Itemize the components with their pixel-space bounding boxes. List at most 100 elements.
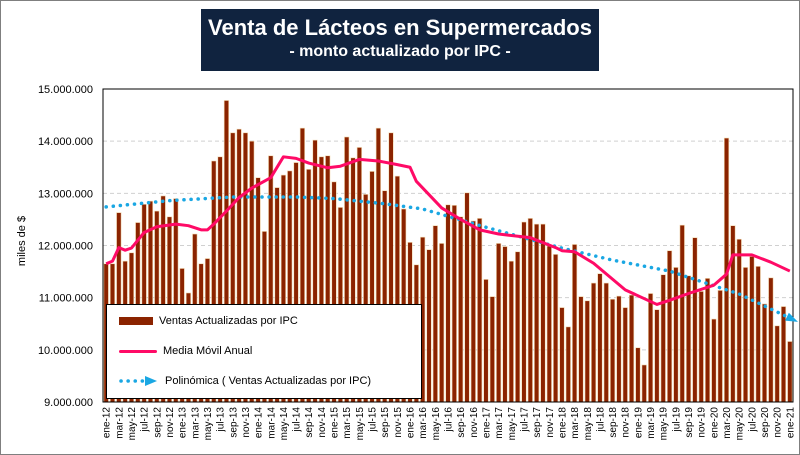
bar [597,273,603,403]
x-tick-label: nov-14 [317,407,328,438]
x-tick-label: mar-18 [570,407,581,439]
bar [616,295,622,403]
legend-label: Ventas Actualizadas por IPC [159,315,298,327]
bar [755,266,761,403]
bar [572,244,578,403]
bar [647,293,654,403]
bar [534,223,540,403]
bar [628,294,635,403]
bar [666,250,673,403]
x-tick-label: may-12 [127,407,138,441]
x-tick-label: jul-16 [444,407,455,433]
bar [445,204,451,403]
dotted-arrow-swatch-icon [119,376,157,386]
x-tick-label: mar-15 [342,407,353,439]
x-tick-label: nov-15 [393,407,404,438]
title-banner: Venta de Lácteos en Supermercados - mont… [201,9,599,71]
legend-label: Media Móvil Anual [163,345,253,357]
trend-polynomial-line [104,195,792,320]
y-tick-label: 9.000.000 [44,397,93,409]
x-tick-label: jul-15 [368,407,379,433]
bar [546,245,552,403]
bar [635,347,641,403]
x-tick-label: mar-20 [722,407,733,439]
x-axis-ticks: ene-12 mar-12 may-12 jul-12 sep-12 nov-12 ene-… [102,407,797,441]
bar [578,296,584,403]
bar [591,282,597,403]
bar [610,298,616,403]
x-tick-label: nov-13 [241,407,252,438]
x-tick-label: ene-12 [102,407,113,439]
x-tick-label: may-14 [279,407,290,441]
line-swatch-icon [119,349,157,353]
x-tick-label: may-20 [735,407,746,441]
x-tick-label: mar-14 [266,407,277,439]
bar [477,218,483,403]
bar [704,278,711,403]
bar [559,307,565,403]
plot-area-border [102,88,794,403]
bar [451,205,457,403]
bar [730,225,736,403]
bar [508,260,514,403]
bar [660,274,666,403]
bar [698,291,704,403]
x-tick-label: ene-14 [254,407,265,439]
x-tick-label: sep-14 [304,407,315,438]
x-tick-label: nov-20 [773,407,784,438]
x-tick-label: mar-12 [114,407,125,439]
y-axis-label: miles de $ [16,216,28,266]
x-tick-label: nov-17 [545,407,556,438]
x-tick-label: may-17 [507,407,518,441]
x-tick-label: ene-16 [406,407,417,439]
x-tick-label: jul-18 [595,407,606,433]
x-tick-label: jul-20 [747,407,758,433]
bar [641,364,647,403]
bar [565,326,571,403]
bar [439,243,445,403]
bar-swatch-icon [119,317,153,325]
x-tick-label: ene-17 [481,407,492,439]
x-tick-label: nov-19 [697,407,708,438]
bar [774,325,780,403]
x-tick-label: jul-13 [216,407,227,433]
y-tick-label: 15.000.000 [38,84,93,96]
bar [458,216,464,403]
bar [679,224,685,403]
bar [502,246,508,403]
bar [527,218,533,403]
x-tick-label: mar-16 [418,407,429,439]
chart-subtitle: - monto actualizado por IPC - [289,43,511,60]
x-tick-label: sep-13 [228,407,239,438]
x-tick-label: sep-20 [760,407,771,438]
x-tick-label: sep-18 [608,407,619,438]
x-tick-label: nov-12 [165,407,176,438]
y-tick-label: 11.000.000 [39,293,93,305]
trend-arrow-icon [785,312,798,322]
bar [584,300,590,403]
moving-average-line [105,155,791,306]
x-tick-label: may-18 [583,407,594,441]
x-tick-label: jul-17 [519,407,530,433]
bar [761,303,768,403]
bar [489,296,495,403]
y-axis-ticks: 15.000.000 14.000.000 13.000.000 12.000.000… [38,84,93,409]
bar [622,307,628,403]
x-tick-label: sep-16 [456,407,467,438]
y-tick-label: 12.000.000 [38,241,93,253]
x-tick-label: ene-15 [330,407,341,439]
bar [768,277,774,403]
bar [780,306,787,403]
x-tick-label: nov-16 [469,407,480,438]
bar [515,251,521,403]
bar [736,238,742,403]
x-tick-label: mar-17 [494,407,505,439]
bar [692,237,698,403]
bar [749,256,755,403]
legend-item-polinomica: Polinómica ( Ventas Actualizadas por IPC… [119,375,371,387]
x-tick-label: jul-14 [292,407,303,433]
bar [787,341,793,403]
legend: Ventas Actualizadas por IPC Media Móvil … [106,304,422,399]
legend-label: Polinómica ( Ventas Actualizadas por IPC… [165,375,372,387]
